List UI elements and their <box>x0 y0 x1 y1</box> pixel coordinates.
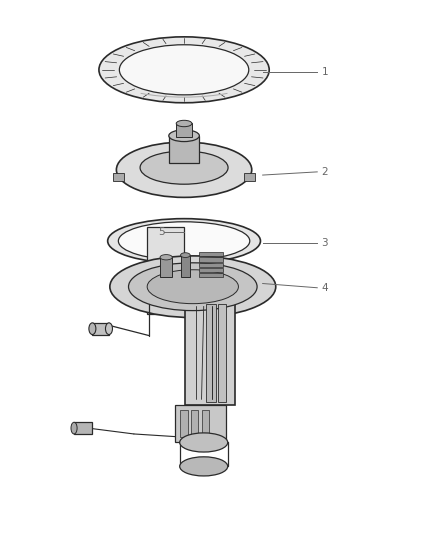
Bar <box>199 257 223 262</box>
Bar <box>175 405 226 442</box>
Ellipse shape <box>120 45 249 95</box>
Ellipse shape <box>118 222 250 260</box>
Bar <box>160 257 172 278</box>
Bar <box>191 410 198 437</box>
Ellipse shape <box>71 422 77 434</box>
Bar <box>201 410 209 437</box>
Ellipse shape <box>128 263 257 311</box>
Bar <box>206 304 215 402</box>
Ellipse shape <box>180 457 228 476</box>
Ellipse shape <box>180 433 228 452</box>
Ellipse shape <box>180 253 190 257</box>
Bar <box>185 301 235 405</box>
Ellipse shape <box>160 255 172 260</box>
Ellipse shape <box>110 256 276 318</box>
Bar <box>176 124 192 137</box>
Ellipse shape <box>147 270 238 304</box>
Ellipse shape <box>117 142 252 197</box>
Bar <box>180 255 190 278</box>
Ellipse shape <box>140 151 228 184</box>
Ellipse shape <box>106 323 113 335</box>
Bar <box>92 323 109 335</box>
Text: 3: 3 <box>321 238 328 247</box>
Ellipse shape <box>176 120 192 127</box>
Bar <box>199 252 223 256</box>
Bar <box>169 136 199 164</box>
Bar <box>113 173 124 181</box>
Bar <box>199 268 223 272</box>
Ellipse shape <box>108 219 261 263</box>
Ellipse shape <box>89 323 96 335</box>
Text: 5: 5 <box>158 227 165 237</box>
Bar <box>199 273 223 278</box>
Ellipse shape <box>99 37 269 103</box>
Bar <box>199 263 223 267</box>
Text: 1: 1 <box>321 68 328 77</box>
Text: 2: 2 <box>321 167 328 177</box>
Text: 4: 4 <box>321 283 328 293</box>
Bar <box>74 422 92 434</box>
Bar <box>244 173 254 181</box>
Ellipse shape <box>169 130 199 142</box>
Bar <box>218 304 226 402</box>
Bar <box>180 410 187 437</box>
Bar <box>147 227 184 314</box>
